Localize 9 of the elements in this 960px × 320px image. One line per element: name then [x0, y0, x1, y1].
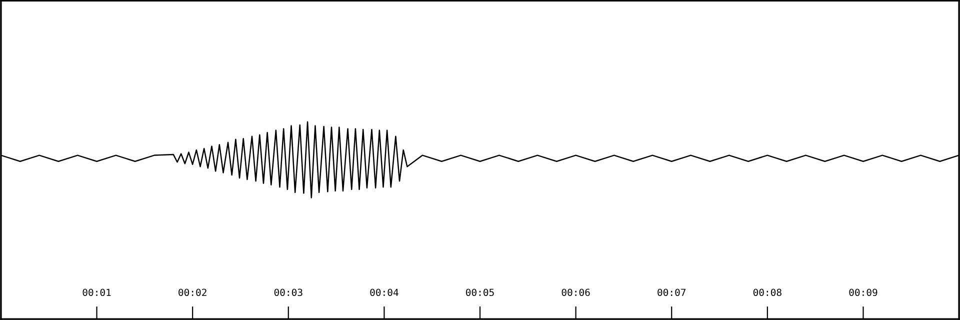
x-tick-label: 00:06 [562, 288, 590, 296]
x-tick-label: 00:05 [466, 288, 494, 296]
x-tick-label: 00:02 [178, 288, 206, 296]
x-tick-label: 00:09 [849, 288, 878, 296]
x-tick-label: 00:03 [274, 288, 302, 296]
x-tick-label: 00:08 [753, 288, 782, 296]
x-tick-label: 00:04 [370, 288, 398, 296]
x-tick-label: 00:07 [658, 288, 686, 296]
x-tick-label: 00:01 [82, 288, 111, 296]
